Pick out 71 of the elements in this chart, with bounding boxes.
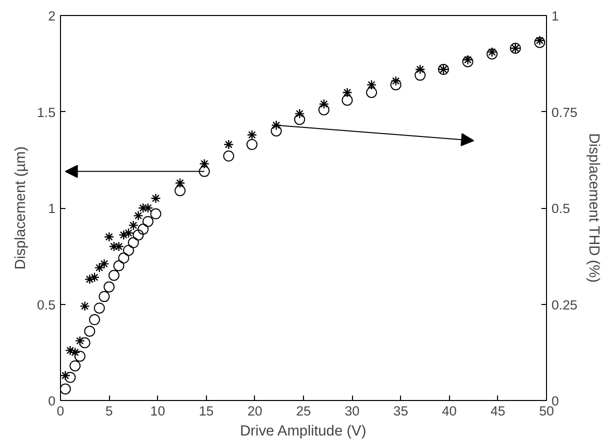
point [79, 337, 90, 348]
y-tick-label: 0.5 [36, 297, 56, 312]
x-tick-label: 10 [150, 404, 166, 418]
x-tick-label: 50 [539, 404, 554, 418]
point [133, 210, 144, 221]
point [113, 260, 124, 272]
y2-tick-label: 0 [552, 394, 559, 408]
x-tick-label: 30 [344, 404, 360, 418]
point [462, 56, 474, 68]
x-tick-label: 5 [105, 404, 113, 418]
point [94, 302, 105, 314]
point [414, 70, 426, 81]
x-tick-label: 45 [490, 404, 506, 418]
point [98, 291, 110, 302]
point [174, 185, 186, 196]
y-tick-label: 1.5 [36, 104, 56, 120]
x-tick-label: 40 [442, 404, 457, 418]
point [80, 301, 90, 312]
point [318, 104, 330, 116]
point [270, 126, 282, 136]
y-axis-title: Displacement (µm) [12, 146, 29, 270]
point [223, 150, 234, 162]
point [128, 220, 138, 230]
point [150, 193, 161, 204]
point [65, 345, 76, 356]
y2-tick-label: 0.5 [552, 201, 570, 216]
point [89, 314, 100, 326]
point [142, 216, 154, 227]
point [64, 372, 76, 383]
point [123, 244, 134, 256]
point [224, 139, 234, 150]
point [294, 114, 306, 125]
y2-axis-title: Displacement THD (%) [585, 133, 602, 283]
point [74, 350, 86, 362]
point [342, 87, 352, 98]
point [390, 79, 402, 90]
point [84, 326, 96, 337]
point [174, 178, 186, 188]
x-tick-label: 20 [247, 404, 262, 418]
x-tick-label: 15 [198, 404, 214, 418]
point [366, 87, 378, 98]
x-tick-label: 25 [296, 404, 311, 418]
point [138, 224, 149, 235]
point [70, 360, 81, 372]
point [118, 252, 130, 264]
point [462, 54, 473, 65]
x-axis-title: Drive Amplitude (V) [240, 424, 366, 440]
point [104, 281, 115, 292]
point [104, 232, 114, 242]
point [74, 336, 86, 346]
point [60, 370, 70, 381]
point [150, 208, 162, 220]
y-tick-label: 0 [48, 394, 56, 408]
point [198, 166, 210, 177]
point [246, 130, 258, 140]
point [132, 229, 144, 240]
point [60, 383, 71, 394]
y2-tick-label: 1 [552, 8, 559, 24]
y2-tick-label: 0.25 [552, 297, 578, 312]
point [128, 237, 139, 248]
point [199, 158, 210, 169]
y2-tick-label: 0.75 [552, 104, 578, 120]
point [70, 347, 80, 358]
x-tick-label: 35 [393, 404, 408, 418]
point [366, 80, 377, 90]
y-tick-label: 2 [48, 8, 56, 24]
point [246, 138, 258, 150]
point [108, 270, 120, 281]
y-tick-label: 1 [48, 201, 56, 216]
point [342, 94, 353, 106]
point [390, 76, 401, 86]
